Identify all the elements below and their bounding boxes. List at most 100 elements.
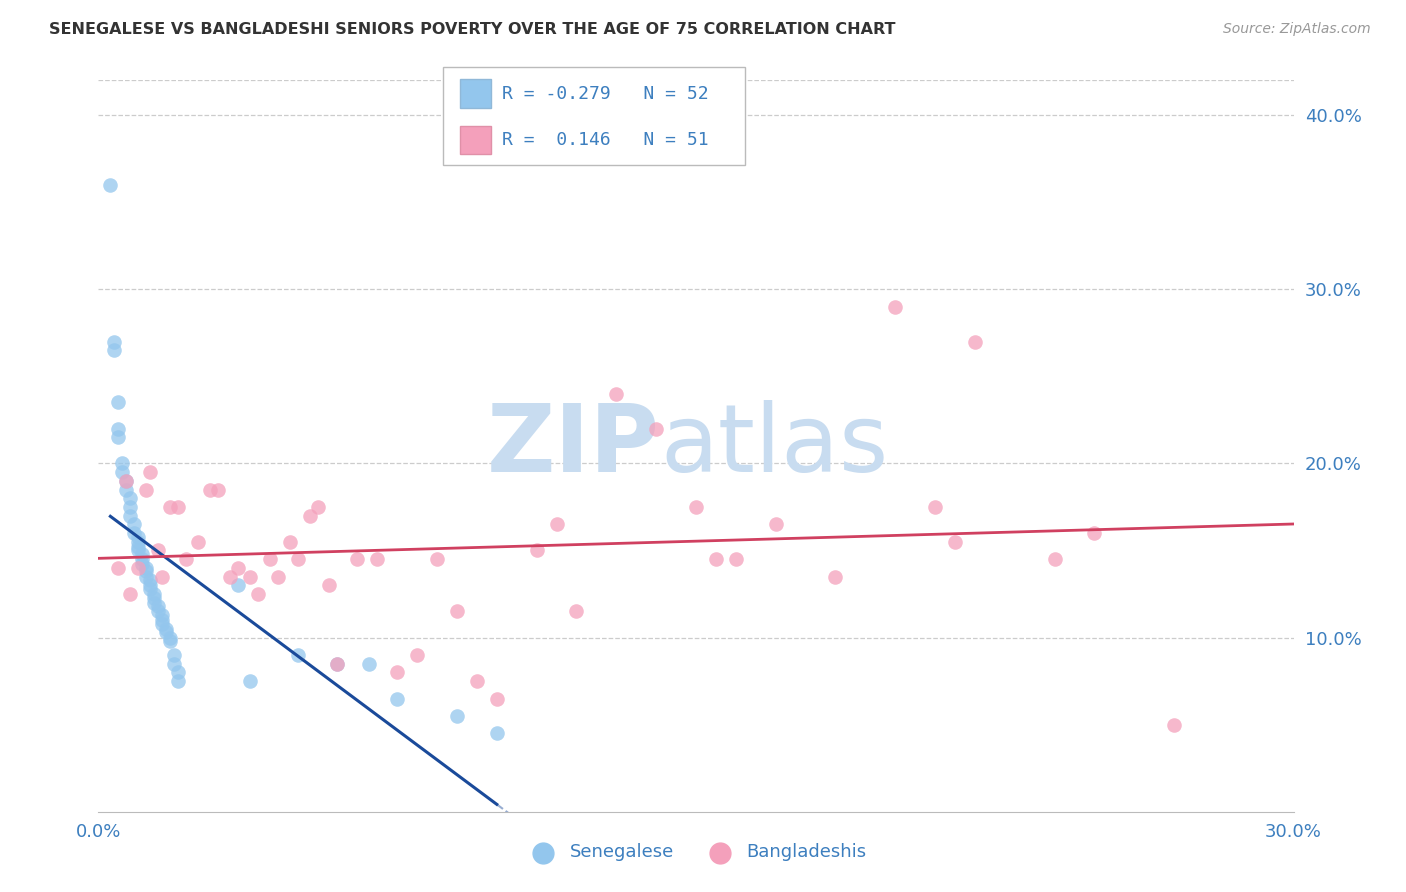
Point bbox=[704, 552, 727, 566]
Point bbox=[148, 543, 170, 558]
Point bbox=[139, 573, 162, 587]
Point bbox=[406, 648, 429, 662]
Point bbox=[127, 543, 149, 558]
Text: R = -0.279   N = 52: R = -0.279 N = 52 bbox=[502, 85, 709, 103]
Point bbox=[174, 552, 197, 566]
Point bbox=[143, 591, 166, 605]
Point bbox=[605, 386, 627, 401]
Point bbox=[187, 534, 209, 549]
Point bbox=[111, 465, 134, 479]
Point bbox=[155, 622, 177, 636]
Point bbox=[446, 709, 468, 723]
Point bbox=[884, 300, 907, 314]
Point bbox=[724, 552, 747, 566]
Point bbox=[135, 565, 157, 579]
Point bbox=[685, 500, 707, 514]
Point bbox=[131, 547, 153, 561]
Point bbox=[278, 534, 301, 549]
Point bbox=[645, 421, 668, 435]
Point bbox=[446, 604, 468, 618]
Point bbox=[385, 691, 409, 706]
Point bbox=[148, 604, 170, 618]
Point bbox=[485, 691, 508, 706]
Point bbox=[107, 561, 129, 575]
Point bbox=[1043, 552, 1066, 566]
Point bbox=[135, 569, 157, 583]
Point bbox=[359, 657, 381, 671]
Point bbox=[239, 674, 262, 689]
Point bbox=[155, 625, 177, 640]
Point bbox=[127, 530, 149, 544]
Point bbox=[526, 543, 548, 558]
Point bbox=[107, 421, 129, 435]
Point bbox=[135, 483, 157, 497]
Point bbox=[115, 474, 138, 488]
Point bbox=[267, 569, 290, 583]
Point bbox=[943, 534, 966, 549]
Point bbox=[127, 534, 149, 549]
Point bbox=[143, 587, 166, 601]
Point bbox=[963, 334, 986, 349]
Point bbox=[120, 500, 142, 514]
Point bbox=[219, 569, 242, 583]
Point bbox=[159, 500, 181, 514]
Point bbox=[139, 578, 162, 592]
Point bbox=[565, 604, 588, 618]
Point bbox=[135, 561, 157, 575]
Text: ZIP: ZIP bbox=[488, 400, 661, 492]
Point bbox=[111, 457, 134, 471]
Point bbox=[167, 665, 190, 680]
Point bbox=[139, 582, 162, 596]
Point bbox=[120, 508, 142, 523]
Point bbox=[198, 483, 221, 497]
Point bbox=[307, 500, 329, 514]
Point bbox=[120, 491, 142, 506]
Point bbox=[298, 508, 321, 523]
Point bbox=[167, 674, 190, 689]
Legend: Senegalese, Bangladeshis: Senegalese, Bangladeshis bbox=[517, 836, 875, 869]
Point bbox=[385, 665, 409, 680]
Point bbox=[143, 596, 166, 610]
Point bbox=[485, 726, 508, 740]
Point bbox=[426, 552, 449, 566]
Point bbox=[824, 569, 846, 583]
Point bbox=[131, 552, 153, 566]
Point bbox=[150, 613, 173, 627]
Point bbox=[287, 552, 309, 566]
Point bbox=[318, 578, 340, 592]
Point bbox=[150, 616, 173, 631]
Point bbox=[124, 517, 146, 532]
Point bbox=[259, 552, 281, 566]
Text: Source: ZipAtlas.com: Source: ZipAtlas.com bbox=[1223, 22, 1371, 37]
Point bbox=[226, 561, 249, 575]
Point bbox=[98, 178, 122, 192]
Point bbox=[924, 500, 946, 514]
Point bbox=[139, 465, 162, 479]
Point bbox=[326, 657, 349, 671]
Point bbox=[107, 395, 129, 409]
Point bbox=[1163, 717, 1185, 731]
Point bbox=[159, 634, 181, 648]
Point bbox=[127, 561, 149, 575]
Point bbox=[163, 648, 186, 662]
Point bbox=[150, 569, 173, 583]
Point bbox=[124, 526, 146, 541]
Point bbox=[246, 587, 269, 601]
Point bbox=[115, 474, 138, 488]
Point bbox=[167, 500, 190, 514]
Point bbox=[226, 578, 249, 592]
Text: R =  0.146   N = 51: R = 0.146 N = 51 bbox=[502, 131, 709, 149]
Point bbox=[159, 631, 181, 645]
Point bbox=[207, 483, 229, 497]
Point bbox=[366, 552, 388, 566]
Text: SENEGALESE VS BANGLADESHI SENIORS POVERTY OVER THE AGE OF 75 CORRELATION CHART: SENEGALESE VS BANGLADESHI SENIORS POVERT… bbox=[49, 22, 896, 37]
Point bbox=[103, 334, 125, 349]
Point bbox=[148, 599, 170, 614]
Point bbox=[239, 569, 262, 583]
Point bbox=[1083, 526, 1105, 541]
Point bbox=[287, 648, 309, 662]
Point bbox=[465, 674, 488, 689]
Point bbox=[127, 540, 149, 554]
Point bbox=[163, 657, 186, 671]
Point bbox=[120, 587, 142, 601]
